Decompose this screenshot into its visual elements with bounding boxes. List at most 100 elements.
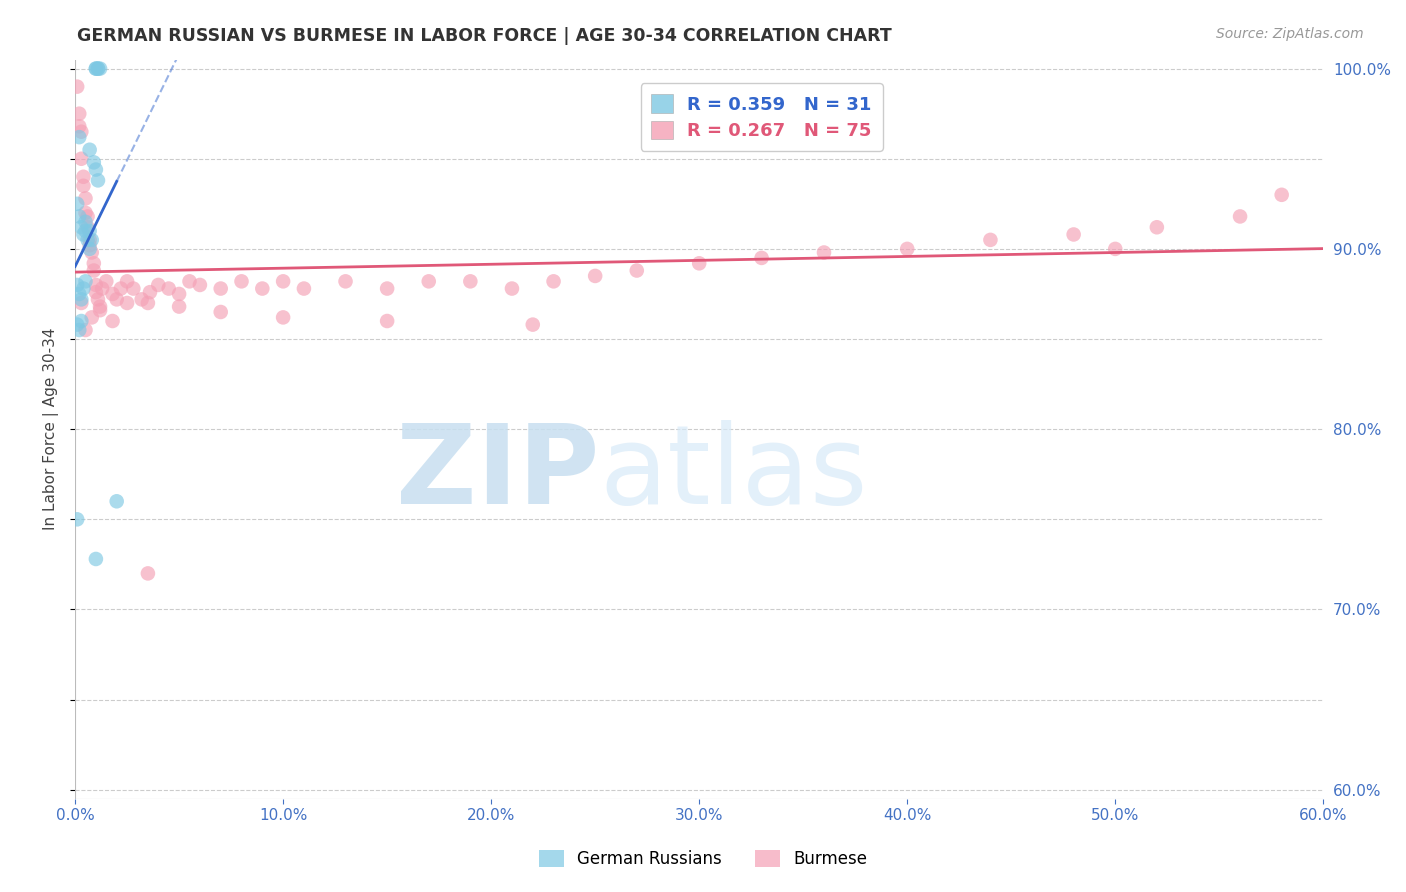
Point [75,323,97,337]
Point [72,178,94,193]
Point [67,106,90,120]
Point [67,120,90,134]
Point [87,62,110,76]
Point [84,162,107,177]
Point [91,281,114,295]
Point [1146,220,1168,235]
Point [157,281,180,295]
Point [76,233,98,247]
Point [1271,187,1294,202]
Text: Source: ZipAtlas.com: Source: ZipAtlas.com [1216,27,1364,41]
Text: GERMAN RUSSIAN VS BURMESE IN LABOR FORCE | AGE 30-34 CORRELATION CHART: GERMAN RUSSIAN VS BURMESE IN LABOR FORCE… [77,27,891,45]
Point [583,268,606,283]
Point [67,287,90,301]
Point [84,277,107,292]
Point [67,323,90,337]
Point [84,552,107,566]
Point [979,233,1001,247]
Point [66,79,89,94]
Point [105,293,128,307]
Point [136,566,159,581]
Point [79,242,101,256]
Point [115,274,138,288]
Point [501,281,523,295]
Point [70,220,93,235]
Point [79,233,101,247]
Point [76,220,98,235]
Point [89,300,111,314]
Y-axis label: In Labor Force | Age 30-34: In Labor Force | Age 30-34 [44,328,59,531]
Point [1229,210,1251,224]
Point [79,143,101,157]
Point [83,155,105,169]
Point [67,130,90,145]
Point [105,494,128,508]
Point [89,303,111,318]
Point [87,173,110,187]
Point [209,305,232,319]
Point [72,281,94,295]
Point [66,277,89,292]
Point [1063,227,1085,242]
Point [813,245,835,260]
Point [76,210,98,224]
Point [80,310,103,325]
Point [167,300,190,314]
Point [335,274,357,288]
Point [231,274,253,288]
Point [751,251,773,265]
Point [66,512,89,526]
Point [271,310,294,325]
Point [80,233,103,247]
Point [375,314,398,328]
Point [84,62,107,76]
Point [139,285,162,300]
Point [375,281,398,295]
Point [101,314,124,328]
Point [70,314,93,328]
Point [101,287,124,301]
Point [83,256,105,270]
Point [896,242,918,256]
Point [75,215,97,229]
Point [460,274,482,288]
Point [72,227,94,242]
Point [688,256,710,270]
Point [75,274,97,288]
Point [167,287,190,301]
Point [75,191,97,205]
Point [188,277,211,292]
Text: atlas: atlas [599,420,868,527]
Point [89,62,111,76]
Point [418,274,440,288]
Point [67,210,90,224]
Point [87,293,110,307]
Point [543,274,565,288]
Point [87,62,110,76]
Legend: R = 0.359   N = 31, R = 0.267   N = 75: R = 0.359 N = 31, R = 0.267 N = 75 [641,84,883,151]
Point [131,293,153,307]
Point [271,274,294,288]
Point [70,152,93,166]
Legend: German Russians, Burmese: German Russians, Burmese [531,843,875,875]
Point [75,224,97,238]
Point [70,125,93,139]
Point [66,197,89,211]
Point [72,169,94,184]
Point [66,318,89,332]
Point [252,281,274,295]
Point [84,62,107,76]
Point [96,274,118,288]
Point [292,281,315,295]
Point [209,281,232,295]
Point [179,274,201,288]
Point [83,263,105,277]
Text: ZIP: ZIP [396,420,599,527]
Point [70,296,93,310]
Point [84,285,107,300]
Point [148,277,170,292]
Point [122,281,145,295]
Point [70,293,93,307]
Point [136,296,159,310]
Point [79,238,101,252]
